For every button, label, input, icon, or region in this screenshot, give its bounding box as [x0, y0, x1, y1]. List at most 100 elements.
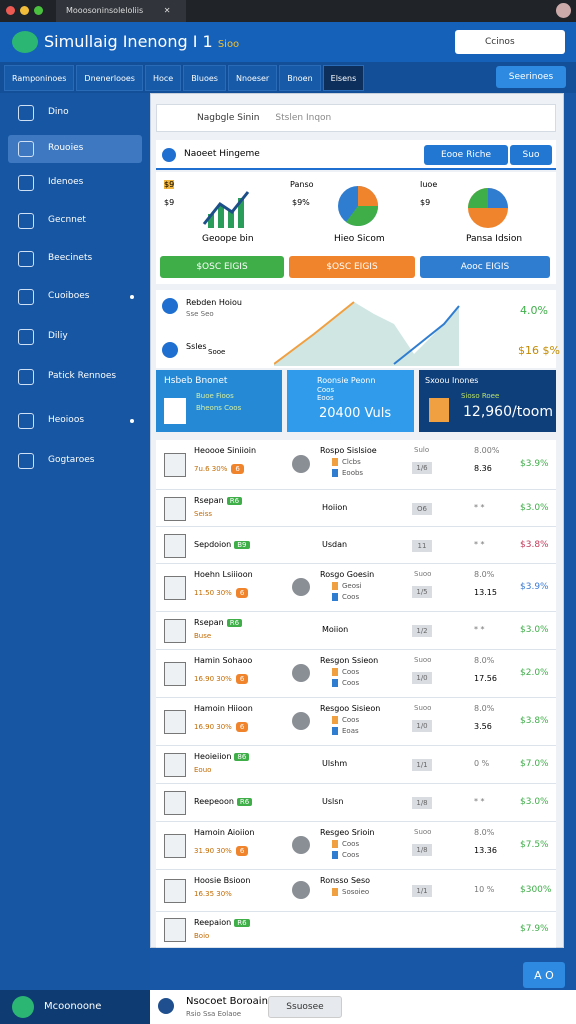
mini-sub: $9 — [420, 198, 431, 207]
browser-tab[interactable]: Mooosoninsoleloliis ✕ — [56, 0, 186, 22]
min-dot[interactable] — [20, 6, 29, 15]
sidebar-item[interactable]: Patick Rennoes — [8, 363, 142, 399]
row-who: Resgon Ssieon — [320, 656, 379, 665]
list-row[interactable]: Reepaion R6 Boio $7.9% — [156, 912, 556, 948]
list-row[interactable]: Heoieiion 86 Eouo Ulshm 1/1 0 % $7.0% — [156, 746, 556, 784]
list-row[interactable]: Hoehn Lsiiioon 11.50 30% 6 Rosgo Goesin Geos… — [156, 564, 556, 612]
sidebar-item[interactable]: Cuoiboes — [8, 283, 142, 311]
close-dot[interactable] — [6, 6, 15, 15]
row-pct: $7.0% — [520, 759, 549, 769]
row-name: Rsepan R6 — [194, 618, 243, 627]
row-sub: 16.35 30% — [194, 890, 232, 898]
max-dot[interactable] — [34, 6, 43, 15]
row-info: Coos — [332, 716, 359, 724]
sidebar-item[interactable]: Gecnnet — [8, 207, 142, 235]
sidebar-dot — [130, 419, 134, 423]
action-button[interactable]: $OSC EIGIS — [160, 256, 284, 278]
row-title: Hamoin Hiioon — [194, 704, 253, 713]
row-col: Suoo — [414, 828, 432, 836]
list-row[interactable]: Heoooe Siniioin 7u.6 30% 6 Rospo Sislsioe Cl… — [156, 440, 556, 490]
sidebar-item[interactable]: Beecinets — [8, 245, 142, 273]
row-thumb — [164, 496, 186, 521]
nav-tab[interactable]: Ramponinoes — [4, 65, 75, 91]
row-val: 8.0% — [474, 656, 495, 665]
row-pct: $2.0% — [520, 668, 549, 678]
sidebar-label: Cuoiboes — [48, 291, 90, 301]
row-val: 8.0% — [474, 570, 495, 579]
nav-tab[interactable]: Elsens — [322, 65, 365, 91]
sidebar-item[interactable]: Dino — [8, 99, 142, 127]
sidebar-icon — [18, 453, 34, 469]
sidebar-label: Gecnnet — [48, 215, 86, 225]
row-val: 8.0% — [474, 704, 495, 713]
fab-button[interactable]: A O — [523, 962, 565, 988]
row-info: Coos — [332, 679, 359, 687]
section-button[interactable]: Eooe Riche — [424, 145, 508, 165]
sidebar-item[interactable]: Idenoes — [8, 169, 142, 197]
title-badge: Sioo — [217, 39, 240, 50]
nav-tab[interactable]: Hoce — [144, 65, 182, 91]
action-button[interactable]: Aooc EIGIS — [420, 256, 550, 278]
tab-title: Mooosoninsoleloliis — [66, 6, 144, 15]
row-thumb — [164, 453, 186, 477]
footer-sub: Rsio Ssa Eolaoe — [186, 1010, 242, 1018]
row-title: Rsepan — [194, 618, 224, 627]
mini-sub: $9 — [164, 198, 175, 207]
section-button-2[interactable]: Suo — [510, 145, 552, 165]
sidebar-item[interactable]: Diliy — [8, 323, 142, 351]
nav-tab[interactable]: Bluoes — [183, 65, 226, 91]
row-val: 10 % — [474, 885, 495, 894]
footer-button[interactable]: Ssuosee — [268, 996, 342, 1018]
row-avatar — [292, 881, 310, 899]
list-row[interactable]: Hamoin Aioiion 31.90 30% 6 Resgeo Srioin Coo… — [156, 822, 556, 870]
title-text: Simullaig Inenong I 1 — [44, 32, 213, 51]
list-row[interactable]: Hoosie Bsioon 16.35 30% Ronsso Seso Sosoieo… — [156, 870, 556, 912]
row-who: Resgeo Srioin — [320, 828, 375, 837]
card-line: Bheons Coos — [196, 404, 242, 412]
row-col: Suoo — [414, 570, 432, 578]
search-bar[interactable]: Nagbgle Sinin Stslen Inqon — [156, 104, 556, 132]
list-row[interactable]: Hamoin Hiioon 16.90 30% 6 Resgoo Sisieon Coo… — [156, 698, 556, 746]
action-button[interactable]: $OSC EIGIS — [289, 256, 415, 278]
row-who: Hoiion — [322, 502, 348, 512]
row-sub-tag: 6 — [235, 588, 249, 598]
mini-title: Pansa Idsion — [466, 234, 523, 244]
row-thumb — [164, 662, 186, 686]
row-who: Rospo Sislsioe — [320, 446, 377, 455]
nav-action[interactable]: Seerinoes — [496, 66, 566, 88]
sidebar-icon — [18, 329, 34, 345]
nav-tab[interactable]: Bnoen — [279, 65, 321, 91]
search-box[interactable]: Ccinos — [455, 30, 565, 54]
row-pct: $3.8% — [520, 539, 549, 550]
mini-head: Panso — [290, 180, 314, 189]
sidebar-icon — [18, 141, 34, 157]
nav-tab[interactable]: Dnenerlooes — [76, 65, 143, 91]
row-sub-text: Buse — [194, 632, 212, 640]
row-sub-text: Seiss — [194, 510, 212, 518]
row-avatar — [292, 578, 310, 596]
sidebar-item[interactable]: Heoioos — [8, 407, 142, 435]
row-who: Resgoo Sisieon — [320, 704, 381, 713]
row-who: Rosgo Goesin — [320, 570, 375, 579]
row-pct: $7.5% — [520, 840, 549, 850]
row-val: 0 % — [474, 759, 490, 768]
sidebar-item[interactable]: Gogtaroes — [8, 447, 142, 475]
row-tag: R6 — [234, 919, 250, 927]
sidebar-item[interactable]: Rouoies — [8, 135, 142, 163]
list-row[interactable]: Reepeoon R6 Uslsn 1/8 * * $3.0% — [156, 784, 556, 822]
list-row[interactable]: Rsepan R6 Buse Moiion 1/2 * * $3.0% — [156, 612, 556, 650]
list-row[interactable]: Hamin Sohaoo 16.90 30% 6 Resgon Ssieon Coos C… — [156, 650, 556, 698]
avatar[interactable] — [556, 3, 571, 18]
row-sub: Buse — [194, 632, 211, 640]
nav-tab[interactable]: Nnoeser — [227, 65, 278, 91]
row-val2: 17.56 — [474, 674, 497, 683]
row-name: Heoieiion 86 — [194, 752, 250, 761]
list-row[interactable]: Rsepan R6 Seiss Hoiion O6 * * $3.0% — [156, 490, 556, 527]
row-thumb — [164, 710, 186, 734]
row-box: 1/0 — [412, 672, 432, 684]
list-row[interactable]: Sepdoion B9 Usdan 11 * * $3.8% — [156, 527, 556, 564]
row-val: * * — [474, 539, 485, 549]
row-sub-tag: 6 — [235, 846, 249, 856]
row-name: Hamoin Aioiion — [194, 828, 254, 837]
section-header: Naoeet Hingeme Eooe Riche Suo — [156, 140, 556, 170]
